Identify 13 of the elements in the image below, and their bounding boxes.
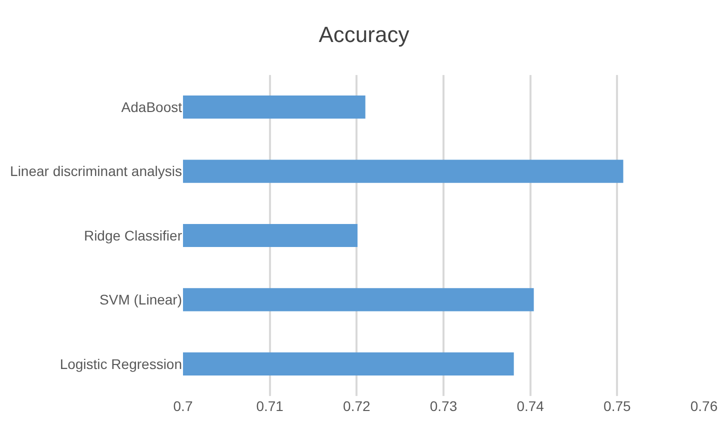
x-tick-label: 0.73 <box>430 398 458 414</box>
y-tick-label: AdaBoost <box>121 99 182 115</box>
x-tick-label: 0.71 <box>256 398 284 414</box>
y-tick-label: Ridge Classifier <box>84 227 182 244</box>
x-tick-label: 0.7 <box>173 398 193 414</box>
x-tick-label: 0.76 <box>690 398 718 414</box>
y-tick-label: SVM (Linear) <box>100 292 182 308</box>
x-tick-label: 0.74 <box>516 398 544 414</box>
y-tick-label: Linear discriminant analysis <box>10 163 182 180</box>
x-tick-label: 0.72 <box>343 398 371 414</box>
x-tick-label: 0.75 <box>604 398 632 414</box>
y-tick-label: Logistic Regression <box>60 356 182 372</box>
chart-title: Accuracy <box>318 22 410 47</box>
